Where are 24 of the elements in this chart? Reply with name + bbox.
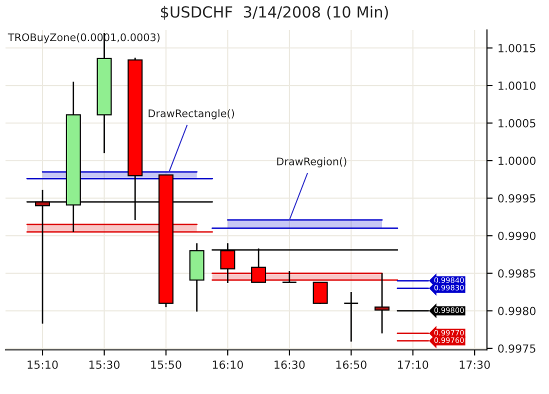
- candlestick: [374, 272, 390, 334]
- chart-title: $USDCHF 3/14/2008 (10 Min): [161, 6, 388, 20]
- y-tick-label: 0.9990: [498, 232, 536, 240]
- x-tick-label: 17:10: [398, 360, 428, 369]
- y-tick-label: 0.9975: [498, 344, 536, 353]
- annotation: DrawRectangle(): [148, 109, 234, 120]
- y-tick-label: 1.0010: [498, 81, 536, 90]
- y-tick-label: 0.9980: [498, 306, 536, 316]
- candlestick: [312, 282, 328, 305]
- x-tick-label: 16:30: [274, 360, 305, 369]
- x-tick-label: 16:50: [336, 360, 366, 369]
- x-tick-label: 17:30: [460, 360, 490, 369]
- y-tick-label: 1.0000: [498, 156, 536, 165]
- x-tick-label: 15:10: [28, 360, 58, 369]
- candlestick: [282, 270, 298, 283]
- x-tick-label: 16:10: [212, 360, 243, 369]
- y-tick-label: 1.0015: [498, 44, 536, 52]
- x-tick-label: 15:50: [151, 360, 182, 369]
- y-tick-label: 0.9985: [498, 269, 536, 278]
- candlestick: [344, 291, 359, 342]
- x-tick-label: 15:30: [89, 360, 120, 369]
- y-tick-label: 0.9995: [498, 194, 536, 203]
- y-tick-label: 1.0005: [498, 119, 536, 128]
- annotation: DrawRegion(): [277, 157, 346, 168]
